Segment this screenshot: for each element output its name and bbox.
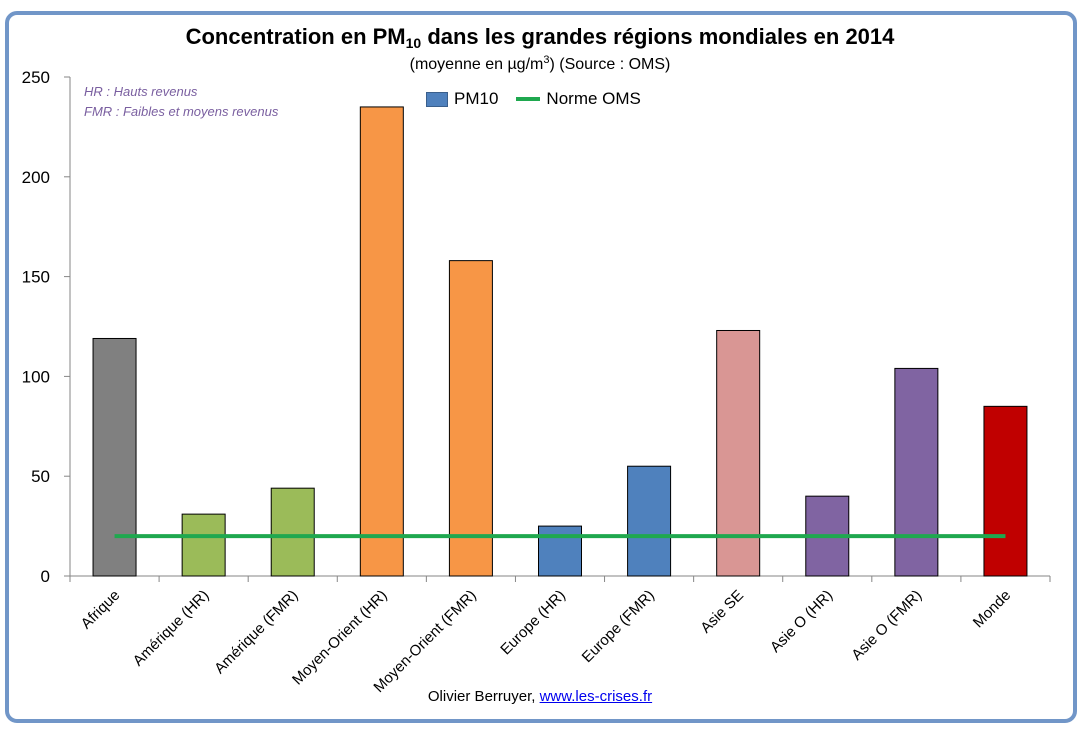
bar: [92, 337, 137, 577]
bar: [983, 405, 1028, 577]
x-tick-label: Asie SE: [697, 587, 747, 637]
x-tick-label: Afrique: [78, 587, 124, 633]
x-tick-label: Europe (FMR): [579, 587, 658, 666]
credit-link[interactable]: www.les-crises.fr: [539, 688, 653, 705]
legend-line-swatch: [516, 97, 541, 101]
x-tick-label: Moyen-Orient (FMR): [370, 587, 479, 696]
bar: [627, 465, 672, 577]
legend-bar-label: PM10: [454, 89, 499, 108]
note-hr: HR : Hauts revenus: [84, 84, 198, 99]
legend-bar-swatch: [426, 91, 448, 107]
x-tick-label: Amérique (FMR): [211, 587, 301, 677]
bar: [894, 367, 939, 577]
bar: [270, 487, 315, 577]
legend-line-label: Norme OMS: [546, 89, 641, 108]
note-fmr: FMR : Faibles et moyens revenus: [84, 104, 279, 119]
bar: [181, 513, 226, 577]
y-tick-label: 100: [22, 367, 50, 386]
legend: PM10 Norme OMS: [426, 89, 641, 109]
chart-frame: [5, 11, 1077, 723]
credit-author: Olivier Berruyer,: [427, 688, 536, 705]
bar: [538, 525, 582, 577]
y-tick-label: 250: [22, 68, 50, 87]
y-tick-label: 150: [22, 268, 50, 287]
bar: [716, 329, 761, 577]
x-tick-label: Amérique (HR): [130, 587, 213, 670]
y-tick-label: 0: [41, 567, 50, 586]
x-tick-label: Moyen-Orient (HR): [289, 587, 391, 689]
x-tick-label: Europe (HR): [497, 587, 569, 659]
x-tick-label: Asie O (HR): [767, 587, 836, 656]
bar: [448, 260, 493, 577]
x-tick-label: Monde: [970, 587, 1014, 631]
y-tick-label: 200: [22, 168, 50, 187]
credit: Olivier Berruyer, www.les-crises.fr: [0, 688, 1080, 705]
bar: [359, 106, 404, 577]
x-tick-label: Asie O (FMR): [848, 587, 925, 664]
chart-title: Concentration en PM10 dans les grandes r…: [185, 24, 895, 51]
y-tick-label: 50: [31, 467, 50, 486]
chart-subtitle: (moyenne en µg/m3) (Source : OMS): [409, 54, 671, 73]
